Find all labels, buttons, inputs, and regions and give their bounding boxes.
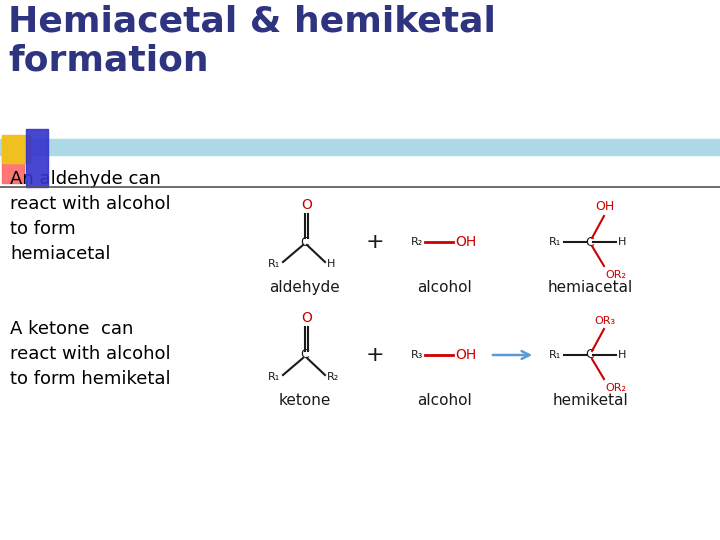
Text: C: C	[585, 235, 595, 248]
Text: C: C	[301, 348, 310, 361]
Text: H: H	[327, 259, 336, 269]
Text: OR₃: OR₃	[595, 316, 616, 326]
Bar	[2, 135, 30, 163]
Text: OR₂: OR₂	[605, 270, 626, 280]
Text: alcohol: alcohol	[418, 393, 472, 408]
Text: hemiketal: hemiketal	[552, 393, 628, 408]
Bar	[26, 129, 48, 187]
Text: +: +	[366, 345, 384, 365]
Text: O: O	[301, 311, 312, 325]
Text: C: C	[585, 348, 595, 361]
Text: R₁: R₁	[268, 372, 280, 382]
Text: A ketone  can
react with alcohol
to form hemiketal: A ketone can react with alcohol to form …	[10, 320, 171, 388]
Text: O: O	[301, 198, 312, 212]
Text: ketone: ketone	[279, 393, 331, 408]
Text: +: +	[366, 232, 384, 252]
Text: alcohol: alcohol	[418, 280, 472, 295]
Text: hemiacetal: hemiacetal	[547, 280, 633, 295]
Bar	[0, 139, 720, 155]
Text: aldehyde: aldehyde	[269, 280, 341, 295]
Text: An aldehyde can
react with alcohol
to form
hemiacetal: An aldehyde can react with alcohol to fo…	[10, 170, 171, 263]
Text: OR₂: OR₂	[605, 383, 626, 393]
Text: OH: OH	[595, 200, 615, 213]
Text: R₂: R₂	[327, 372, 339, 382]
Text: OH: OH	[455, 235, 476, 249]
Text: R₁: R₁	[549, 237, 561, 247]
Text: R₃: R₃	[410, 350, 423, 360]
Text: H: H	[618, 350, 626, 360]
Text: H: H	[618, 237, 626, 247]
Bar	[2, 153, 24, 183]
Text: C: C	[301, 235, 310, 248]
Text: R₂: R₂	[410, 237, 423, 247]
Text: Hemiacetal & hemiketal
formation: Hemiacetal & hemiketal formation	[8, 5, 496, 77]
Text: OH: OH	[455, 348, 476, 362]
Text: R₁: R₁	[268, 259, 280, 269]
Text: R₁: R₁	[549, 350, 561, 360]
